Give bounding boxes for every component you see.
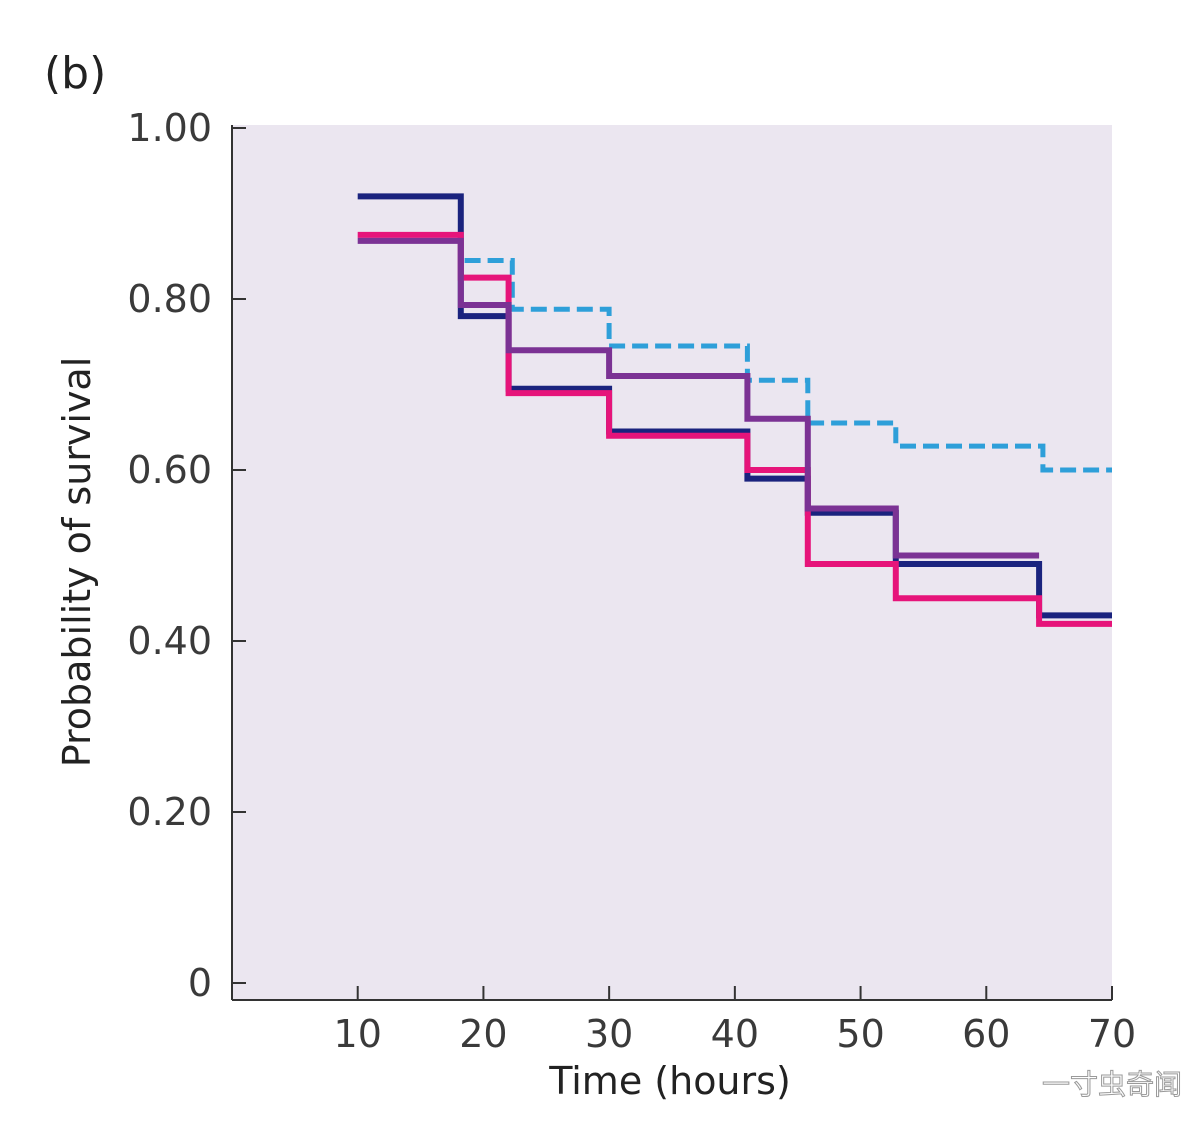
y-axis-title: Probability of survival: [55, 357, 99, 768]
series-line-purple: [357, 237, 1040, 559]
watermark-text: 一寸虫奇闻: [1042, 1068, 1182, 1101]
y-tick-label: 0.40: [127, 619, 212, 663]
x-tick-label: 60: [962, 1012, 1010, 1056]
x-tick-label: 30: [585, 1012, 633, 1056]
y-tick-label: 0.60: [127, 448, 212, 492]
series-layer: [357, 193, 1112, 627]
x-tick-label: 50: [836, 1012, 884, 1056]
y-tick-label: 1.00: [127, 106, 212, 150]
series-line-light-blue-dashed: [464, 258, 1112, 473]
x-tick-label: 20: [459, 1012, 507, 1056]
x-tick-label: 70: [1088, 1012, 1136, 1056]
y-tick-label: 0.80: [127, 277, 212, 321]
series-line-magenta: [357, 231, 1112, 627]
x-tick-label: 10: [334, 1012, 382, 1056]
x-axis-ticks: 10 20 30 40 50 60 70: [334, 986, 1136, 1056]
y-axis-ticks: 0 0.20 0.40 0.60 0.80 1.00: [127, 106, 246, 1005]
y-tick-label: 0: [188, 961, 212, 1005]
panel-label: (b): [44, 48, 106, 99]
x-axis-title: Time (hours): [548, 1059, 791, 1103]
y-tick-label: 0.20: [127, 790, 212, 834]
x-tick-label: 40: [711, 1012, 759, 1056]
